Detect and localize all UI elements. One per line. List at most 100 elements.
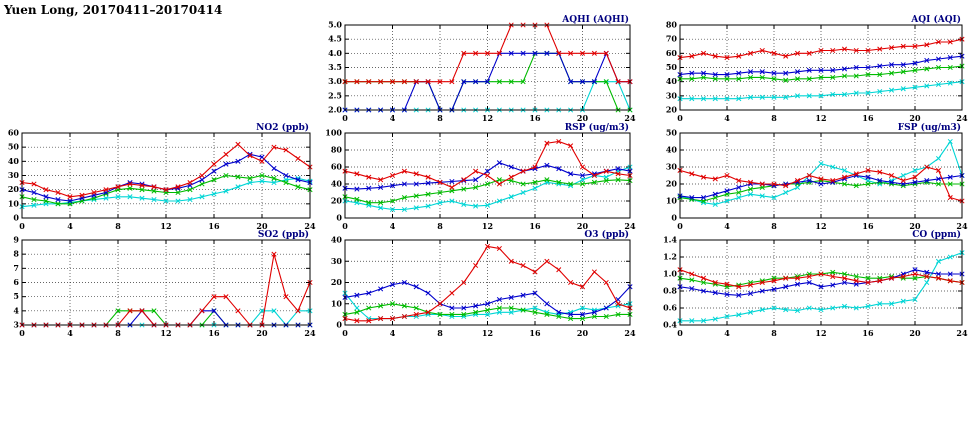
svg-text:50: 50 (666, 62, 678, 72)
svg-text:0.6: 0.6 (663, 303, 677, 313)
svg-text:60: 60 (8, 128, 20, 138)
svg-text:50: 50 (8, 142, 20, 152)
svg-text:3: 3 (13, 320, 19, 330)
svg-text:12: 12 (815, 221, 826, 231)
svg-text:8: 8 (771, 221, 777, 231)
svg-text:0: 0 (342, 221, 348, 231)
svg-text:5.0: 5.0 (328, 20, 342, 30)
aqhi-plot: 2.0 2.5 3.0 3.5 4.0 4.5 5.0 0 4 8 12 16 20 24 AQHI (AQ… (328, 14, 636, 123)
o3-plot: 0 10 20 30 40 0 4 8 12 16 20 24 O3 (ppb) (331, 229, 636, 338)
svg-text:8: 8 (437, 328, 443, 338)
svg-text:0: 0 (677, 221, 683, 231)
svg-text:24: 24 (956, 113, 968, 123)
svg-text:1.2: 1.2 (663, 252, 677, 262)
rsp-plot: 0 20 40 60 80 100 0 4 8 12 16 20 24 RSP (ug/m3) (325, 122, 636, 231)
svg-text:0: 0 (336, 213, 342, 223)
svg-text:0.8: 0.8 (663, 286, 677, 296)
fsp-chart-title: FSP (ug/m3) (898, 122, 961, 133)
svg-text:4: 4 (67, 221, 73, 231)
svg-text:60: 60 (331, 162, 343, 172)
svg-text:5: 5 (13, 291, 19, 301)
aqhi-chart-title: AQHI (AQHI) (561, 14, 629, 25)
svg-text:24: 24 (624, 221, 636, 231)
svg-text:12: 12 (482, 221, 493, 231)
svg-text:4: 4 (724, 328, 730, 338)
svg-text:40: 40 (666, 145, 678, 155)
svg-text:24: 24 (624, 328, 636, 338)
svg-text:8: 8 (771, 328, 777, 338)
svg-text:20: 20 (256, 221, 268, 231)
svg-text:4: 4 (67, 328, 73, 338)
so2-chart-title: SO2 (ppb) (258, 229, 309, 240)
svg-text:0: 0 (13, 213, 19, 223)
svg-text:3.0: 3.0 (328, 76, 342, 86)
svg-text:24: 24 (624, 113, 636, 123)
svg-text:0: 0 (677, 113, 683, 123)
svg-text:16: 16 (208, 328, 220, 338)
svg-text:20: 20 (666, 105, 678, 115)
svg-text:24: 24 (304, 221, 316, 231)
chart-aqi: 20 30 40 50 60 70 80 0 4 8 12 16 20 24 AQI (AQI) (658, 13, 972, 132)
svg-text:12: 12 (815, 328, 826, 338)
aqi-chart-title: AQI (AQI) (910, 14, 961, 25)
svg-text:1.0: 1.0 (663, 269, 677, 279)
svg-text:8: 8 (115, 328, 121, 338)
svg-text:20: 20 (8, 184, 20, 194)
o3-chart-title: O3 (ppb) (584, 229, 629, 240)
svg-text:10: 10 (666, 196, 678, 206)
svg-text:70: 70 (666, 34, 678, 44)
svg-text:7: 7 (13, 263, 19, 273)
chart-rsp: 0 20 40 60 80 100 0 4 8 12 16 20 24 RSP (ug/m3) (323, 121, 640, 240)
co-plot: 0.4 0.6 0.8 1.0 1.2 1.4 0 4 8 12 16 20 24 CO (ppm) (663, 229, 968, 338)
svg-text:60: 60 (666, 48, 678, 58)
page-title: Yuen Long, 20170411–20170414 (4, 3, 223, 17)
svg-text:4.0: 4.0 (328, 48, 342, 58)
svg-text:12: 12 (160, 221, 171, 231)
chart-aqhi: 2.0 2.5 3.0 3.5 4.0 4.5 5.0 0 4 8 12 16 20 24 AQHI (AQ… (323, 13, 640, 132)
svg-text:9: 9 (13, 235, 19, 245)
svg-text:4: 4 (724, 113, 730, 123)
svg-text:0: 0 (671, 213, 677, 223)
svg-text:0: 0 (677, 328, 683, 338)
svg-text:0: 0 (342, 328, 348, 338)
svg-text:30: 30 (331, 256, 343, 266)
svg-text:24: 24 (304, 328, 316, 338)
svg-text:12: 12 (160, 328, 171, 338)
svg-text:4: 4 (390, 328, 396, 338)
svg-text:16: 16 (862, 113, 874, 123)
svg-text:0: 0 (336, 320, 342, 330)
chart-o3: 0 10 20 30 40 0 4 8 12 16 20 24 O3 (ppb) (323, 228, 640, 347)
svg-text:4: 4 (724, 221, 730, 231)
svg-text:20: 20 (577, 221, 589, 231)
svg-text:16: 16 (862, 328, 874, 338)
svg-text:12: 12 (482, 328, 493, 338)
svg-text:30: 30 (666, 90, 678, 100)
svg-text:8: 8 (13, 249, 19, 259)
svg-text:40: 40 (8, 156, 20, 166)
chart-fsp: 0 10 20 30 40 50 0 4 8 12 16 20 24 FSP (ug/m3) (658, 121, 972, 240)
svg-text:8: 8 (771, 113, 777, 123)
svg-text:16: 16 (529, 328, 541, 338)
svg-text:30: 30 (666, 162, 678, 172)
chart-co: 0.4 0.6 0.8 1.0 1.2 1.4 0 4 8 12 16 20 24 CO (ppm) (658, 228, 972, 347)
svg-text:20: 20 (909, 113, 921, 123)
svg-text:4.5: 4.5 (328, 34, 342, 44)
svg-text:20: 20 (666, 179, 678, 189)
aqi-plot: 20 30 40 50 60 70 80 0 4 8 12 16 20 24 AQI (AQI) (666, 14, 968, 123)
svg-text:24: 24 (956, 328, 968, 338)
svg-text:20: 20 (577, 328, 589, 338)
rsp-chart-title: RSP (ug/m3) (565, 122, 629, 133)
svg-text:16: 16 (862, 221, 874, 231)
svg-text:2.5: 2.5 (328, 90, 342, 100)
svg-text:80: 80 (666, 20, 678, 30)
svg-text:16: 16 (208, 221, 220, 231)
svg-text:80: 80 (331, 145, 343, 155)
svg-text:40: 40 (331, 179, 343, 189)
no2-chart-title: NO2 (ppb) (256, 122, 309, 133)
svg-text:16: 16 (529, 221, 541, 231)
svg-text:20: 20 (909, 328, 921, 338)
svg-text:30: 30 (8, 170, 20, 180)
chart-so2: 3 4 5 6 7 8 9 0 4 8 12 16 20 24 SO2 (ppb) (0, 228, 320, 347)
chart-no2: 0 10 20 30 40 50 60 0 4 8 12 16 20 24 NO2 (ppb) (0, 121, 320, 240)
